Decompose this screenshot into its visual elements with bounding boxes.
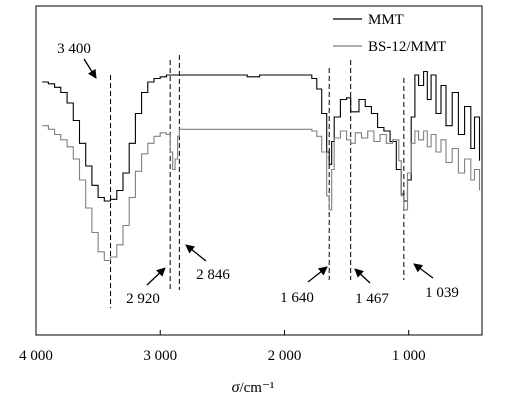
peak-label-2920: 2 920 bbox=[126, 291, 160, 307]
peak-annotations: 3 400 2 920 2 846 1 640 1 467 1 039 bbox=[57, 41, 459, 307]
legend-label-mmt: MMT bbox=[368, 12, 404, 28]
peak-arrow-2920 bbox=[146, 267, 166, 286]
peak-arrow-3400 bbox=[83, 58, 97, 79]
x-axis-ticks: 4 000 3 000 2 000 1 000 bbox=[19, 330, 426, 364]
peak-arrow-2846 bbox=[185, 244, 207, 262]
x-axis-label-unit: /cm⁻¹ bbox=[239, 380, 274, 396]
peak-label-2846: 2 846 bbox=[196, 267, 230, 283]
x-tick-label-3000: 3 000 bbox=[143, 348, 177, 364]
peak-label-3400: 3 400 bbox=[57, 41, 91, 57]
peak-marker-lines bbox=[110, 55, 405, 308]
peak-arrow-1640 bbox=[307, 266, 328, 283]
x-tick-label-4000: 4 000 bbox=[19, 348, 53, 364]
legend: MMT BS-12/MMT bbox=[333, 12, 446, 55]
x-axis-label: σ/cm⁻¹ bbox=[232, 379, 275, 396]
peak-label-1467: 1 467 bbox=[355, 291, 389, 307]
x-tick-label-1000: 1 000 bbox=[392, 348, 426, 364]
x-axis-label-symbol: σ bbox=[232, 379, 241, 396]
x-tick-label-2000: 2 000 bbox=[268, 348, 302, 364]
peak-label-1640: 1 640 bbox=[280, 290, 314, 306]
series-line-bs12-mmt bbox=[42, 125, 481, 262]
plot-frame bbox=[35, 5, 483, 336]
peak-arrow-1039 bbox=[413, 263, 434, 279]
peak-label-1039: 1 039 bbox=[425, 285, 459, 301]
series-group bbox=[42, 70, 481, 262]
legend-label-bs12-mmt: BS-12/MMT bbox=[368, 39, 446, 55]
peak-arrow-1467 bbox=[354, 268, 371, 284]
series-line-mmt bbox=[42, 70, 481, 202]
